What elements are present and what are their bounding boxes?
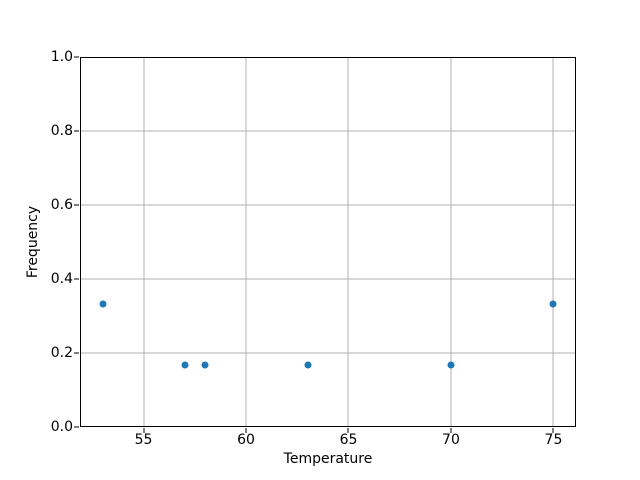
data-point: [181, 361, 189, 369]
x-tick-label: 55: [134, 432, 153, 448]
y-tick-label: 0.8: [50, 123, 73, 139]
y-tick-label: 0.2: [50, 345, 73, 361]
gridline-horizontal: [80, 204, 576, 206]
y-tick-label: 0.0: [50, 419, 73, 435]
x-tick-mark: [245, 428, 247, 433]
x-tick-mark: [552, 428, 554, 433]
data-point: [201, 361, 209, 369]
y-tick-mark: [74, 426, 79, 428]
x-tick-mark: [450, 428, 452, 433]
axes-spines: [80, 57, 576, 427]
x-tick-mark: [347, 428, 349, 433]
x-tick-labels: 55 60 65 70 75: [80, 433, 576, 451]
y-tick-label: 0.6: [50, 197, 73, 213]
gridline-horizontal: [80, 278, 576, 280]
y-tick-label: 0.4: [50, 271, 73, 287]
y-tick-mark: [74, 278, 79, 280]
gridline-horizontal: [80, 352, 576, 354]
plot-area: [74, 56, 576, 433]
x-tick-label: 75: [544, 432, 563, 448]
y-tick-mark: [74, 56, 79, 58]
x-tick-mark: [143, 428, 145, 433]
gridline-vertical: [143, 57, 145, 427]
x-tick-label: 70: [442, 432, 460, 448]
data-point: [549, 300, 557, 308]
gridline-vertical: [450, 57, 452, 427]
gridline-vertical: [552, 57, 554, 427]
gridline-vertical: [347, 57, 349, 427]
data-point: [304, 361, 311, 369]
y-tick-mark: [74, 204, 79, 206]
x-tick-label: 65: [339, 432, 358, 448]
x-tick-label: 60: [237, 432, 255, 448]
y-tick-mark: [74, 352, 79, 354]
gridline-vertical: [245, 57, 247, 427]
gridline-horizontal: [80, 130, 576, 132]
data-point: [99, 300, 107, 308]
y-tick-mark: [74, 130, 79, 132]
y-tick-label: 1.0: [50, 49, 73, 65]
data-point: [447, 361, 455, 369]
y-tick-labels: 0.0 0.2 0.4 0.6 0.8 1.0: [0, 50, 73, 434]
x-axis-label: Temperature: [283, 451, 373, 467]
